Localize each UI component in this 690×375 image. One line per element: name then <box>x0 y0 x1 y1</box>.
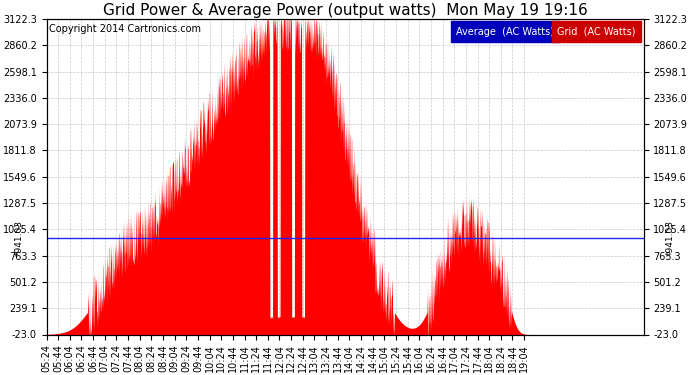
Text: Copyright 2014 Cartronics.com: Copyright 2014 Cartronics.com <box>50 24 201 34</box>
Legend: Average  (AC Watts), Grid  (AC Watts): Average (AC Watts), Grid (AC Watts) <box>453 24 639 40</box>
Title: Grid Power & Average Power (output watts)  Mon May 19 19:16: Grid Power & Average Power (output watts… <box>103 3 587 18</box>
Text: *941.03: *941.03 <box>666 220 675 256</box>
Text: *941.03: *941.03 <box>15 220 24 256</box>
